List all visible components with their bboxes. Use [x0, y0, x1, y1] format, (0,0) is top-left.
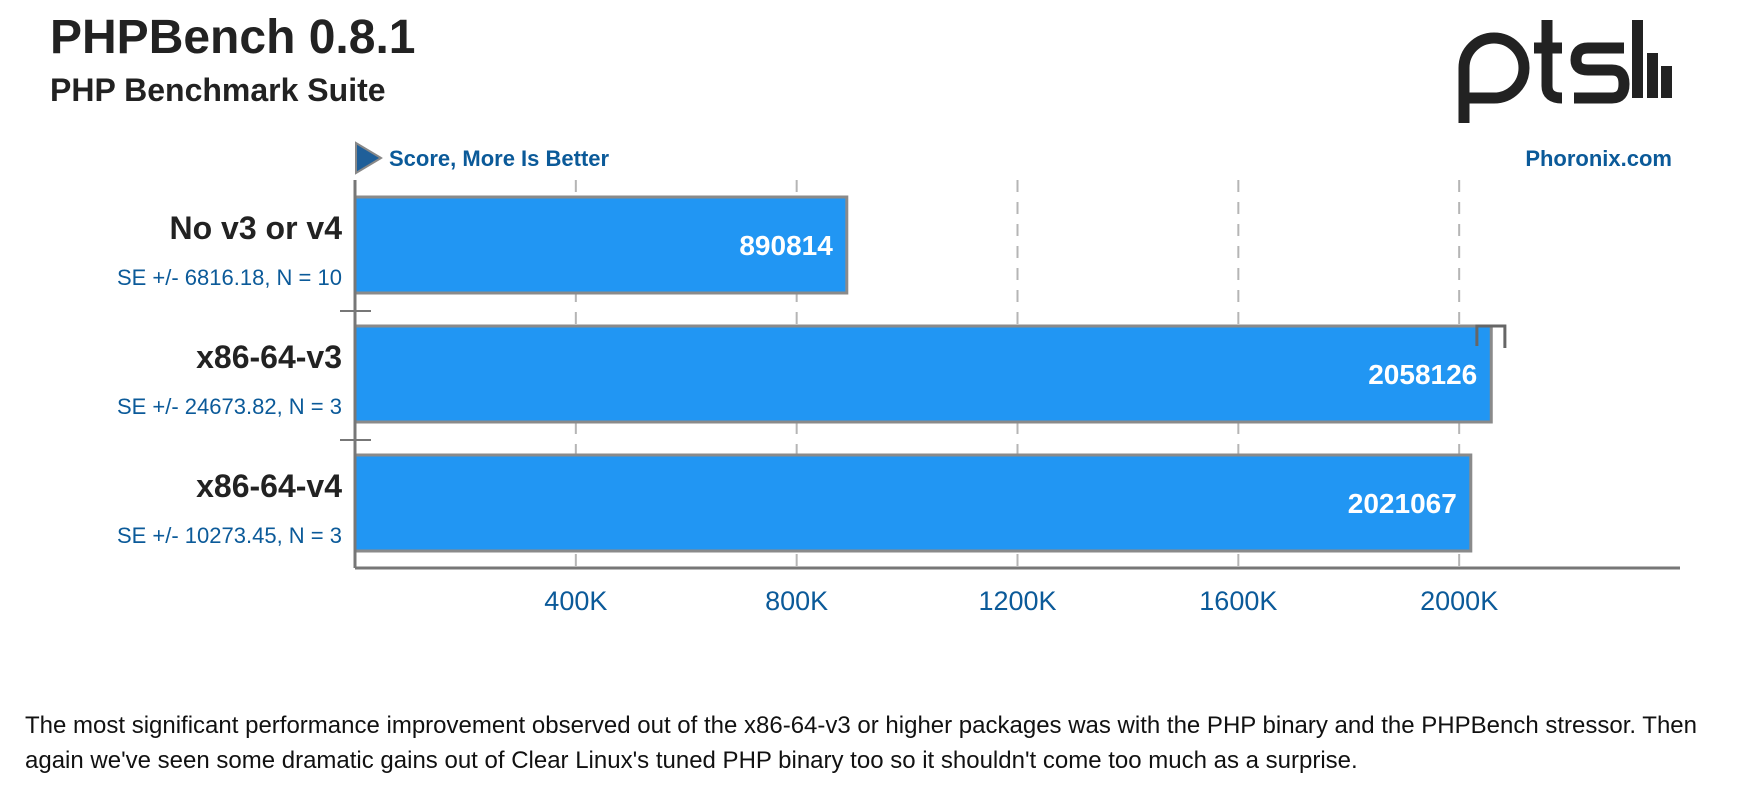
x-tick-label: 800K [765, 586, 828, 616]
x-tick-label: 2000K [1420, 586, 1498, 616]
value-label: 890814 [739, 230, 833, 261]
chart-subtitle: PHP Benchmark Suite [50, 72, 386, 108]
category-label: x86-64-v3 [196, 339, 342, 375]
direction-arrow-icon [355, 141, 383, 175]
value-label: 2021067 [1348, 488, 1457, 519]
error-label: SE +/- 6816.18, N = 10 [117, 265, 342, 290]
bar [353, 453, 1473, 553]
value-label: 2058126 [1368, 359, 1477, 390]
error-label: SE +/- 24673.82, N = 3 [117, 394, 342, 419]
bar [353, 195, 849, 295]
error-bar [1475, 324, 1507, 348]
bar [353, 324, 1493, 424]
category-label: x86-64-v4 [196, 468, 342, 504]
x-tick-label: 400K [544, 586, 607, 616]
metric-note: Score, More Is Better [389, 146, 610, 171]
error-label: SE +/- 10273.45, N = 3 [117, 523, 342, 548]
pts-logo [1458, 20, 1672, 123]
x-tick-label: 1600K [1199, 586, 1277, 616]
article-caption: The most significant performance improve… [25, 712, 1697, 774]
bar-chart: Score, More Is Better Phoronix.com 890814 N… [117, 141, 1680, 616]
category-label: No v3 or v4 [169, 210, 342, 246]
chart-title: PHPBench 0.8.1 [50, 11, 416, 64]
source-label: Phoronix.com [1525, 146, 1672, 171]
x-tick-label: 1200K [978, 586, 1056, 616]
